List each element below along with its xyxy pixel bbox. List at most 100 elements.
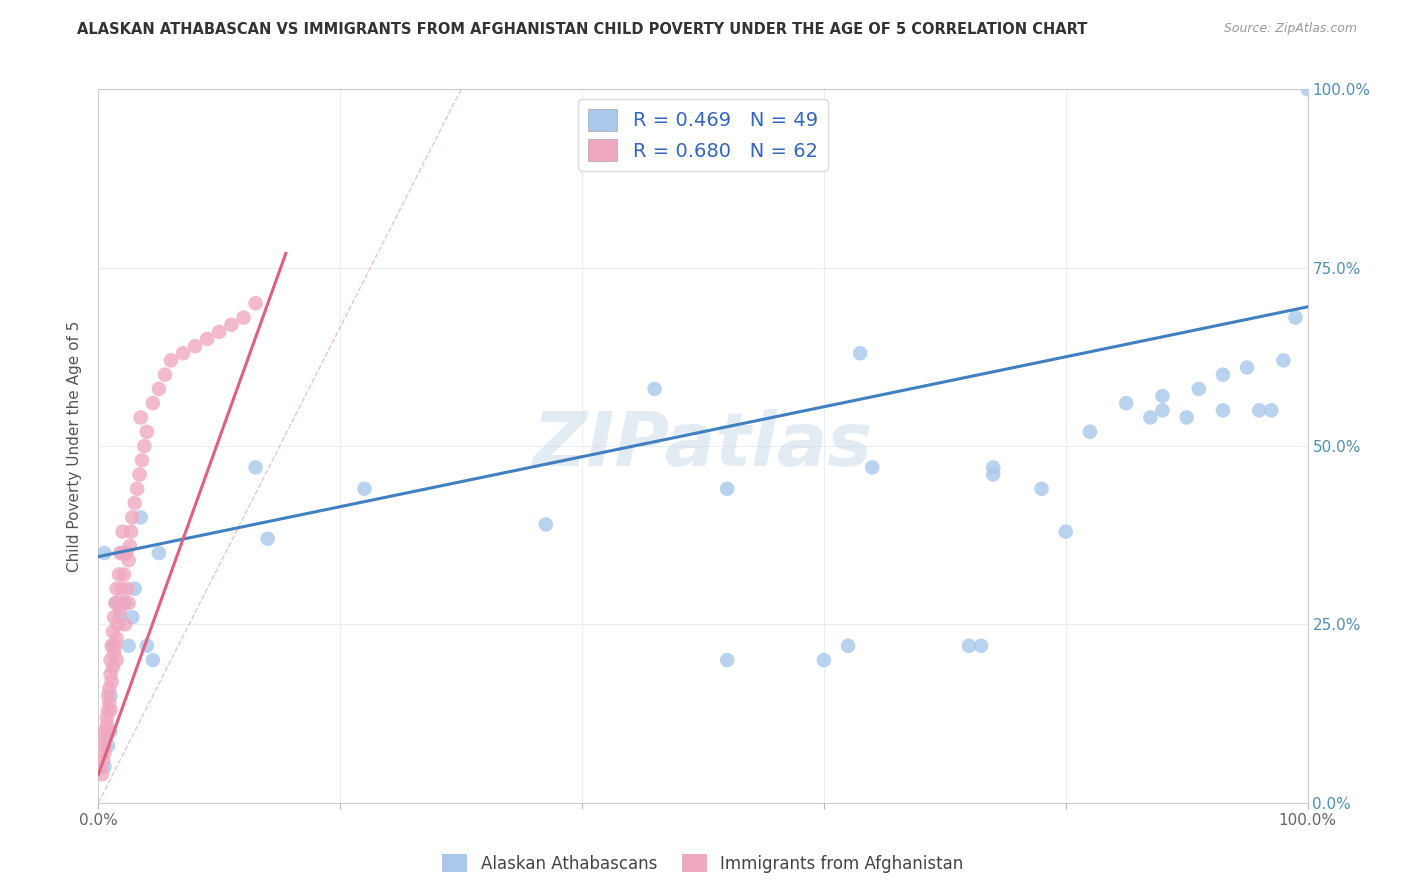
Point	[957, 639, 980, 653]
Point	[100, 653, 122, 667]
Point	[96, 717, 118, 731]
Point	[208, 325, 231, 339]
Point	[108, 610, 131, 624]
Point	[91, 753, 114, 767]
Point	[103, 610, 125, 624]
Point	[1212, 403, 1234, 417]
Text: Source: ZipAtlas.com: Source: ZipAtlas.com	[1223, 22, 1357, 36]
Point	[1054, 524, 1077, 539]
Point	[96, 710, 118, 724]
Point	[135, 639, 157, 653]
Point	[1260, 403, 1282, 417]
Y-axis label: Child Poverty Under the Age of 5: Child Poverty Under the Age of 5	[67, 320, 83, 572]
Point	[91, 767, 114, 781]
Point	[849, 346, 872, 360]
Point	[105, 582, 128, 596]
Point	[121, 510, 143, 524]
Point	[221, 318, 243, 332]
Point	[127, 482, 149, 496]
Point	[1272, 353, 1295, 368]
Point	[117, 582, 139, 596]
Point	[172, 346, 194, 360]
Point	[93, 724, 115, 739]
Point	[256, 532, 278, 546]
Point	[813, 653, 835, 667]
Point	[118, 596, 141, 610]
Point	[160, 353, 183, 368]
Point	[148, 546, 170, 560]
Point	[100, 639, 122, 653]
Point	[93, 739, 115, 753]
Point	[1249, 403, 1271, 417]
Point	[1078, 425, 1101, 439]
Point	[97, 703, 120, 717]
Point	[90, 760, 112, 774]
Point	[1284, 310, 1306, 325]
Point	[108, 546, 131, 560]
Point	[981, 467, 1004, 482]
Point	[97, 689, 120, 703]
Point	[101, 660, 124, 674]
Point	[353, 482, 375, 496]
Point	[245, 460, 267, 475]
Point	[129, 510, 152, 524]
Point	[131, 453, 153, 467]
Point	[110, 582, 132, 596]
Point	[93, 546, 115, 560]
Point	[134, 439, 156, 453]
Point	[100, 689, 122, 703]
Point	[184, 339, 207, 353]
Point	[104, 639, 127, 653]
Point	[97, 739, 120, 753]
Legend: Alaskan Athabascans, Immigrants from Afghanistan: Alaskan Athabascans, Immigrants from Afg…	[436, 847, 970, 880]
Point	[101, 639, 124, 653]
Point	[860, 460, 883, 475]
Point	[121, 610, 143, 624]
Point	[105, 596, 128, 610]
Point	[1152, 403, 1174, 417]
Point	[111, 546, 134, 560]
Point	[142, 396, 165, 410]
Point	[100, 667, 122, 681]
Point	[837, 639, 859, 653]
Point	[245, 296, 267, 310]
Point	[1031, 482, 1053, 496]
Point	[195, 332, 218, 346]
Point	[970, 639, 993, 653]
Point	[124, 582, 146, 596]
Point	[1188, 382, 1211, 396]
Point	[100, 674, 122, 689]
Point	[129, 410, 152, 425]
Point	[100, 703, 122, 717]
Point	[128, 467, 150, 482]
Point	[981, 460, 1004, 475]
Point	[97, 724, 120, 739]
Point	[98, 681, 121, 696]
Point	[108, 567, 131, 582]
Point	[716, 653, 738, 667]
Point	[1212, 368, 1234, 382]
Point	[148, 382, 170, 396]
Point	[93, 746, 115, 760]
Point	[232, 310, 254, 325]
Point	[105, 632, 128, 646]
Point	[142, 653, 165, 667]
Point	[118, 639, 141, 653]
Point	[101, 624, 124, 639]
Text: ALASKAN ATHABASCAN VS IMMIGRANTS FROM AFGHANISTAN CHILD POVERTY UNDER THE AGE OF: ALASKAN ATHABASCAN VS IMMIGRANTS FROM AF…	[77, 22, 1088, 37]
Point	[114, 617, 136, 632]
Point	[107, 617, 129, 632]
Point	[1152, 389, 1174, 403]
Point	[103, 646, 125, 660]
Point	[108, 603, 131, 617]
Point	[98, 696, 121, 710]
Point	[1115, 396, 1137, 410]
Text: ZIPatlas: ZIPatlas	[533, 409, 873, 483]
Point	[135, 425, 157, 439]
Point	[114, 596, 136, 610]
Point	[644, 382, 666, 396]
Point	[1175, 410, 1198, 425]
Point	[111, 596, 134, 610]
Point	[118, 553, 141, 567]
Point	[1236, 360, 1258, 375]
